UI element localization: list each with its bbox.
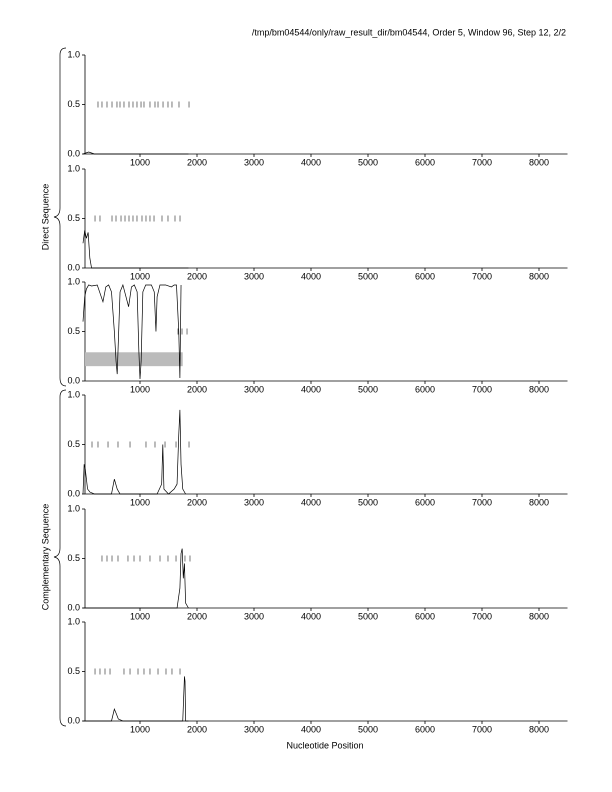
x-tick-label: 4000 [301,611,321,621]
x-tick-label: 6000 [415,497,435,507]
chart-title: /tmp/bm04544/only/raw_result_dir/bm04544… [252,27,566,37]
x-tick-label: 2000 [187,271,207,281]
y-tick-label: 1.0 [67,503,80,513]
x-tick-label: 3000 [244,497,264,507]
coding-region [85,352,183,367]
y-tick-label: 0.5 [67,553,80,563]
x-axis-label: Nucleotide Position [286,740,363,750]
y-tick-label: 1.0 [67,616,80,626]
line-series [83,676,189,722]
x-tick-label: 1000 [130,611,150,621]
y-tick-label: 0.5 [67,213,80,223]
y-tick-label: 1.0 [67,49,80,59]
y-tick-label: 0.5 [67,666,80,676]
line-series [82,283,182,380]
x-tick-label: 3000 [244,157,264,167]
y-tick-label: 0.0 [67,148,80,158]
x-tick-label: 4000 [301,724,321,734]
x-tick-label: 1000 [130,724,150,734]
x-tick-label: 5000 [358,497,378,507]
x-tick-label: 3000 [244,724,264,734]
y-tick-label: 0.5 [67,99,80,109]
x-tick-label: 4000 [301,384,321,394]
x-tick-label: 7000 [472,384,492,394]
x-tick-label: 8000 [529,157,549,167]
x-tick-label: 8000 [529,384,549,394]
x-tick-label: 5000 [358,611,378,621]
x-tick-label: 8000 [529,271,549,281]
x-tick-label: 6000 [415,157,435,167]
x-tick-label: 1000 [130,271,150,281]
x-tick-label: 4000 [301,497,321,507]
y-tick-label: 0.5 [67,439,80,449]
x-tick-label: 8000 [529,611,549,621]
x-tick-label: 7000 [472,724,492,734]
x-tick-label: 1000 [130,384,150,394]
x-tick-label: 2000 [187,497,207,507]
x-tick-label: 6000 [415,271,435,281]
x-tick-label: 3000 [244,271,264,281]
x-tick-label: 7000 [472,497,492,507]
y-tick-label: 0.0 [67,488,80,498]
x-tick-label: 2000 [187,384,207,394]
x-tick-label: 2000 [187,157,207,167]
x-tick-label: 5000 [358,724,378,734]
x-tick-label: 5000 [358,384,378,394]
x-tick-label: 6000 [415,384,435,394]
y-tick-label: 1.0 [67,276,80,286]
y-tick-label: 0.0 [67,375,80,385]
group-brace [53,389,67,727]
y-tick-label: 0.0 [67,262,80,272]
y-tick-label: 0.0 [67,602,80,612]
y-tick-label: 1.0 [67,163,80,173]
x-tick-label: 4000 [301,157,321,167]
line-series [82,151,189,155]
x-tick-label: 6000 [415,724,435,734]
group-brace [53,47,67,387]
x-tick-label: 7000 [472,271,492,281]
x-tick-label: 2000 [187,724,207,734]
y-tick-label: 0.0 [67,715,80,725]
x-tick-label: 5000 [358,157,378,167]
y-tick-label: 0.5 [67,326,80,336]
line-series [82,409,186,495]
x-tick-label: 7000 [472,611,492,621]
line-series [82,230,189,269]
x-tick-label: 6000 [415,611,435,621]
x-tick-label: 4000 [301,271,321,281]
x-tick-label: 8000 [529,497,549,507]
x-tick-label: 8000 [529,724,549,734]
y-tick-label: 1.0 [67,389,80,399]
x-tick-label: 7000 [472,157,492,167]
x-tick-label: 1000 [130,497,150,507]
x-tick-label: 1000 [130,157,150,167]
x-tick-label: 3000 [244,611,264,621]
line-series [83,548,189,609]
x-tick-label: 5000 [358,271,378,281]
x-tick-label: 2000 [187,611,207,621]
group-label: Complementary Sequence [40,504,50,611]
group-label: Direct Sequence [40,184,50,251]
x-tick-label: 3000 [244,384,264,394]
